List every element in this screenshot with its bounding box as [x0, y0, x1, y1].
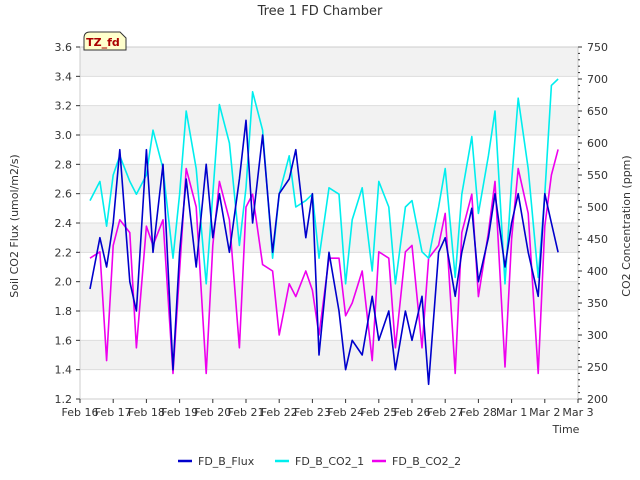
- annotation-box: TZ_fd: [83, 31, 127, 51]
- y2-tick-label: 600: [587, 137, 608, 150]
- plot-band: [80, 47, 578, 77]
- series-line-FD_B_Flux: [89, 119, 559, 386]
- x-tick-label: Mar 2: [529, 406, 560, 419]
- series-layer: [89, 78, 559, 386]
- y2-tick-label: 350: [587, 297, 608, 310]
- y-tick-label: 1.4: [55, 364, 73, 377]
- plot-band: [80, 76, 578, 106]
- y-tick-label: 3.0: [55, 129, 73, 142]
- y2-tick-label: 500: [587, 201, 608, 214]
- y-tick-label: 3.2: [55, 100, 73, 113]
- y-tick-label: 2.4: [55, 217, 73, 230]
- x-tick-label: Feb 25: [360, 406, 397, 419]
- x-tick-label: Feb 21: [228, 406, 265, 419]
- x-tick-label: Feb 18: [128, 406, 165, 419]
- plot-band: [80, 340, 578, 370]
- y2-tick-label: 250: [587, 361, 608, 374]
- y2-tick-label: 300: [587, 329, 608, 342]
- x-tick-label: Mar 1: [496, 406, 527, 419]
- y2-tick-label: 700: [587, 73, 608, 86]
- y2-tick-label: 550: [587, 169, 608, 182]
- chart-title: Tree 1 FD Chamber: [257, 4, 383, 19]
- y-axis-left: 1.2 1.4 1.6 1.8 2.0 2.2 2.4 2.6 2.8 3.0 3.2 3.4 3.6: [55, 41, 80, 406]
- x-tick-label: Feb 22: [261, 406, 298, 419]
- y2-tick-label: 450: [587, 233, 608, 246]
- plot-band: [80, 193, 578, 223]
- legend-label: FD_B_CO2_1: [295, 455, 364, 468]
- x-tick-label: Feb 17: [95, 406, 132, 419]
- y-axis-label: Soil CO2 Flux (umol/m2/s): [8, 154, 21, 297]
- x-tick-label: Feb 16: [62, 406, 99, 419]
- legend: FD_B_Flux FD_B_CO2_1 FD_B_CO2_2: [178, 455, 461, 468]
- plot-band: [80, 105, 578, 135]
- annotation-label: TZ_fd: [86, 36, 120, 49]
- y2-tick-label: 200: [587, 393, 608, 406]
- plot-band: [80, 281, 578, 311]
- y-tick-label: 1.8: [55, 305, 73, 318]
- x-tick-label: Feb 20: [194, 406, 231, 419]
- plot-band: [80, 135, 578, 165]
- y2-tick-label: 650: [587, 105, 608, 118]
- y-tick-label: 3.4: [55, 70, 73, 83]
- plot-band: [80, 369, 578, 399]
- y-tick-label: 2.8: [55, 158, 73, 171]
- x-axis-label: Time: [552, 423, 580, 436]
- plot-band: [80, 311, 578, 341]
- x-tick-label: Mar 3: [562, 406, 593, 419]
- x-tick-label: Feb 24: [327, 406, 364, 419]
- y2-axis-label: CO2 Concentration (ppm): [620, 155, 633, 296]
- y-tick-label: 2.0: [55, 276, 73, 289]
- y2-tick-label: 400: [587, 265, 608, 278]
- y-tick-label: 2.2: [55, 246, 73, 259]
- y-tick-label: 1.2: [55, 393, 73, 406]
- y-axis-right: 200 250 300 350 400 450 500 550 600 650 700 750: [578, 41, 608, 406]
- x-tick-label: Feb 19: [161, 406, 198, 419]
- x-tick-label: Feb 27: [427, 406, 464, 419]
- x-tick-label: Feb 23: [294, 406, 331, 419]
- y-tick-label: 3.6: [55, 41, 73, 54]
- y-tick-label: 2.6: [55, 188, 73, 201]
- y2-tick-label: 750: [587, 41, 608, 54]
- legend-label: FD_B_CO2_2: [392, 455, 461, 468]
- series-line-FD_B_CO2_1: [89, 78, 559, 285]
- y-tick-label: 1.6: [55, 334, 73, 347]
- legend-label: FD_B_Flux: [198, 455, 255, 468]
- x-tick-label: Feb 28: [460, 406, 497, 419]
- x-tick-label: Feb 26: [394, 406, 431, 419]
